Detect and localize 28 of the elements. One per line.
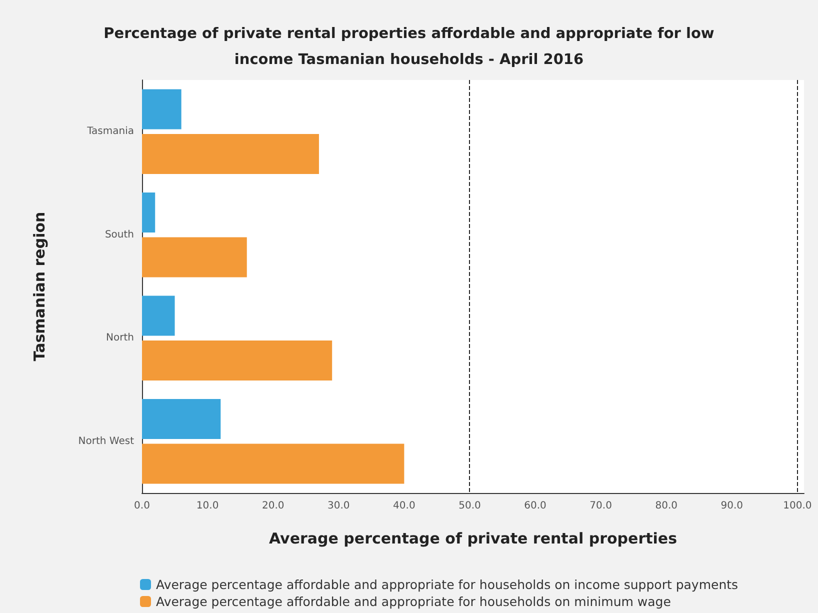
bar [142, 192, 156, 232]
x-tick-label: 60.0 [524, 500, 546, 512]
bar [142, 340, 332, 380]
y-tick-label: South [104, 229, 134, 240]
x-tick-label: 0.0 [134, 500, 150, 512]
x-tick-label: 30.0 [328, 500, 350, 512]
bar [142, 89, 182, 130]
x-tick-label: 70.0 [590, 500, 612, 512]
bar [142, 399, 221, 439]
y-axis-title: Tasmanian region [30, 212, 48, 362]
bar [142, 444, 404, 484]
y-tick-label: North West [78, 436, 134, 447]
x-tick-label: 10.0 [196, 500, 219, 512]
x-tick-label: 80.0 [655, 500, 678, 512]
chart-title: Percentage of private rental properties affordable and appropriate for low income Tasmanian households - April 2016 [104, 26, 714, 68]
x-tick-label: 100.0 [783, 500, 812, 512]
y-tick-label: Tasmania [86, 126, 134, 138]
bar [142, 237, 247, 278]
bar [142, 134, 319, 174]
y-tick-label: North [106, 332, 134, 344]
bar [142, 296, 175, 336]
x-tick-label: 50.0 [458, 500, 481, 512]
x-tick-label: 90.0 [720, 500, 744, 512]
legend-label: Average percentage affordable and appropriate for households on income support payments [156, 577, 738, 592]
legend-label: Average percentage affordable and appropriate for households on minimum wage [156, 594, 672, 609]
x-axis-title: Average percentage of private rental properties [268, 530, 678, 548]
x-tick-label: 40.0 [393, 500, 416, 512]
x-tick-label: 20.0 [262, 500, 284, 512]
